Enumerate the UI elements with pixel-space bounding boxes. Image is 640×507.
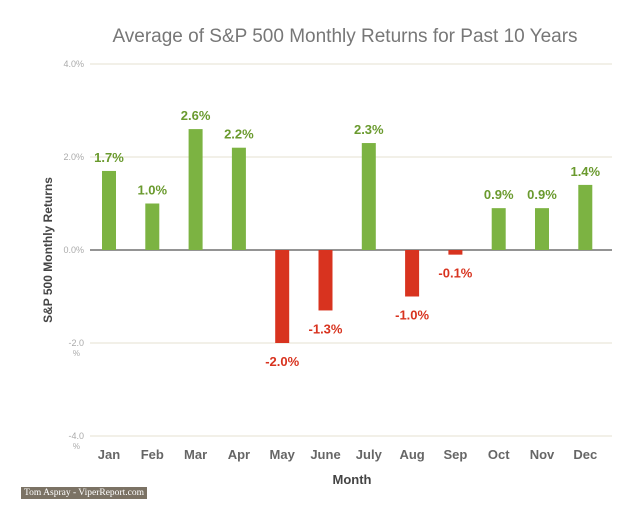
bar-aug — [405, 250, 420, 297]
y-tick-label: -2.0 — [68, 338, 84, 348]
x-axis-label: Month — [333, 472, 372, 487]
y-tick-label: 2.0% — [63, 152, 84, 162]
x-tick-label: Mar — [184, 447, 207, 462]
bar-oct — [491, 208, 506, 250]
bar-apr — [231, 147, 246, 250]
chart-title: Average of S&P 500 Monthly Returns for P… — [112, 26, 577, 47]
x-tick-label: Oct — [488, 447, 510, 462]
data-label: 1.4% — [570, 164, 600, 179]
x-tick-label: May — [270, 447, 296, 462]
x-tick-label: Nov — [530, 447, 555, 462]
data-label: 1.7% — [94, 150, 124, 165]
x-tick-label: Feb — [141, 447, 164, 462]
y-tick-label: 4.0% — [63, 59, 84, 69]
data-label: 0.9% — [527, 187, 557, 202]
y-tick-label: -4.0 — [68, 431, 84, 441]
x-tick-label: Sep — [443, 447, 467, 462]
data-label: -2.0% — [265, 354, 299, 369]
data-label: 0.9% — [484, 187, 514, 202]
bar-mar — [188, 129, 203, 250]
y-tick-label: 0.0% — [63, 245, 84, 255]
x-tick-label: Aug — [399, 447, 424, 462]
data-label: -1.0% — [395, 308, 429, 323]
data-label: 2.6% — [181, 108, 211, 123]
x-tick-label: Jan — [98, 447, 120, 462]
y-tick-label-suffix: % — [73, 442, 80, 451]
data-label: 2.2% — [224, 127, 254, 142]
bar-feb — [145, 203, 160, 250]
x-tick-label: Dec — [573, 447, 597, 462]
data-label: -1.3% — [309, 321, 343, 336]
y-axis-label: S&P 500 Monthly Returns — [41, 177, 55, 323]
y-tick-label-suffix: % — [73, 349, 80, 358]
bar-sep — [448, 250, 463, 255]
data-label: -0.1% — [438, 266, 472, 281]
bar-may — [275, 250, 290, 343]
x-tick-label: July — [356, 447, 383, 462]
bar-june — [318, 250, 333, 311]
data-label: 1.0% — [137, 183, 167, 198]
x-tick-label: June — [310, 447, 340, 462]
bar-july — [361, 143, 376, 250]
x-tick-label: Apr — [228, 447, 250, 462]
bar-jan — [102, 170, 116, 250]
data-label: 2.3% — [354, 122, 384, 137]
bar-dec — [578, 184, 593, 250]
bar-nov — [535, 208, 549, 250]
credit-watermark: Tom Aspray - ViperReport.com — [21, 487, 147, 499]
